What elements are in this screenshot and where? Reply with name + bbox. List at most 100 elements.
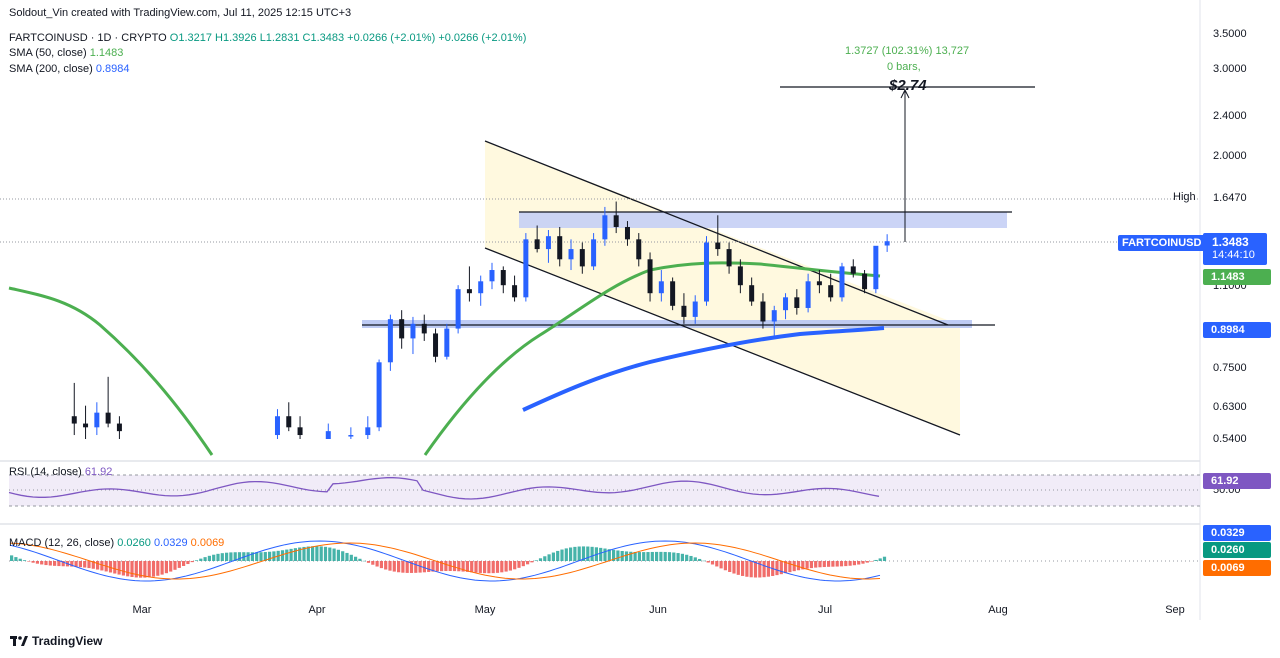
candle[interactable] bbox=[591, 233, 597, 271]
candle[interactable] bbox=[286, 402, 292, 432]
rsi-line[interactable] bbox=[8, 477, 880, 500]
candle[interactable] bbox=[873, 245, 879, 294]
tradingview-logo[interactable]: TradingView bbox=[10, 634, 102, 648]
sma50-legend[interactable]: SMA (50, close) 1.1483 bbox=[9, 46, 123, 60]
candle[interactable] bbox=[579, 242, 585, 274]
macd-legend[interactable]: MACD (12, 26, close) 0.0260 0.0329 0.006… bbox=[9, 536, 224, 550]
candle[interactable] bbox=[794, 289, 800, 315]
ticker-name-badge[interactable]: FARTCOINUSD bbox=[1118, 235, 1206, 251]
candle[interactable] bbox=[760, 293, 766, 329]
candle[interactable] bbox=[602, 206, 608, 246]
sma-50-path bbox=[8, 261, 881, 456]
candle[interactable] bbox=[545, 230, 551, 263]
candle[interactable] bbox=[421, 314, 427, 341]
candle-body bbox=[489, 270, 495, 282]
candle[interactable] bbox=[805, 273, 811, 313]
resistance-zone[interactable] bbox=[519, 212, 1007, 228]
last-price-badge[interactable]: 1.3483 14:44:10 bbox=[1203, 233, 1267, 265]
macd-histogram[interactable] bbox=[10, 546, 887, 578]
candle[interactable] bbox=[348, 427, 354, 439]
candle[interactable] bbox=[839, 262, 845, 302]
time-tick: Aug bbox=[988, 604, 1008, 616]
candle[interactable] bbox=[636, 233, 642, 267]
candle[interactable] bbox=[862, 270, 868, 294]
candle[interactable] bbox=[749, 277, 755, 306]
macd-hist-bar bbox=[117, 561, 121, 575]
candle-body bbox=[365, 427, 371, 436]
channel-lower-line[interactable] bbox=[484, 247, 961, 436]
candle[interactable] bbox=[512, 275, 518, 302]
macd-hist-bar bbox=[427, 561, 431, 572]
candles[interactable] bbox=[71, 201, 890, 439]
candle[interactable] bbox=[433, 328, 439, 363]
candle[interactable] bbox=[884, 234, 890, 252]
candle[interactable] bbox=[771, 305, 777, 339]
candle[interactable] bbox=[478, 275, 484, 306]
macd-hist-bar bbox=[18, 558, 22, 561]
candle[interactable] bbox=[444, 323, 450, 360]
candle[interactable] bbox=[455, 285, 461, 334]
candle[interactable] bbox=[624, 221, 630, 246]
macd-hist-bar bbox=[457, 561, 461, 572]
macd-hist-bar bbox=[207, 555, 211, 561]
sma-200-line[interactable] bbox=[522, 326, 885, 412]
sma-50-line[interactable] bbox=[8, 261, 881, 456]
symbol-legend[interactable]: FARTCOINUSD · 1D · CRYPTO O1.3217 H1.392… bbox=[9, 31, 526, 45]
macd-legend-hist: 0.0069 bbox=[190, 537, 225, 549]
macd-hist-bar bbox=[22, 560, 27, 561]
macd-hist-bar bbox=[857, 561, 861, 565]
channel-upper-line[interactable] bbox=[484, 140, 949, 326]
candle[interactable] bbox=[704, 236, 709, 306]
candle[interactable] bbox=[568, 239, 574, 271]
candle[interactable] bbox=[828, 273, 834, 302]
candle[interactable] bbox=[325, 423, 331, 439]
candle[interactable] bbox=[816, 270, 822, 294]
candle[interactable] bbox=[850, 259, 856, 278]
candle[interactable] bbox=[365, 416, 371, 439]
candle[interactable] bbox=[376, 359, 382, 432]
candle[interactable] bbox=[692, 295, 698, 324]
candle[interactable] bbox=[83, 405, 89, 439]
candle[interactable] bbox=[71, 382, 77, 436]
candle[interactable] bbox=[489, 262, 495, 290]
candle-body bbox=[83, 423, 89, 428]
candle[interactable] bbox=[534, 225, 540, 253]
sma200-legend[interactable]: SMA (200, close) 0.8984 bbox=[9, 62, 129, 76]
macd-hist-bar bbox=[87, 561, 91, 569]
macd-hist-bar bbox=[280, 550, 285, 561]
macd-hist-bar bbox=[736, 561, 740, 575]
candle[interactable] bbox=[647, 252, 653, 302]
projection-bars: 0 bars, bbox=[887, 61, 921, 73]
macd-hist-bar bbox=[40, 561, 44, 565]
candle[interactable] bbox=[613, 201, 619, 234]
support-zone[interactable] bbox=[362, 320, 972, 328]
candle[interactable] bbox=[500, 266, 506, 294]
candle[interactable] bbox=[274, 409, 280, 439]
candle[interactable] bbox=[466, 266, 472, 302]
candle[interactable] bbox=[410, 316, 416, 355]
candle[interactable] bbox=[557, 226, 563, 267]
macd-hist-bar bbox=[216, 553, 220, 561]
sma-200-path bbox=[522, 326, 885, 412]
candle[interactable] bbox=[399, 310, 405, 349]
candle[interactable] bbox=[715, 215, 721, 256]
macd-lines[interactable] bbox=[9, 540, 881, 582]
candle[interactable] bbox=[297, 416, 303, 439]
candle[interactable] bbox=[387, 314, 393, 371]
macd-hist-bar bbox=[564, 548, 568, 561]
candle[interactable] bbox=[681, 293, 687, 324]
macd-hist-bar bbox=[667, 552, 672, 561]
candle[interactable] bbox=[737, 259, 743, 294]
candle[interactable] bbox=[670, 277, 676, 311]
candle[interactable] bbox=[94, 402, 100, 436]
macd-hist-bar bbox=[61, 561, 65, 567]
candle[interactable] bbox=[726, 242, 732, 274]
candle[interactable] bbox=[783, 293, 789, 320]
candle[interactable] bbox=[523, 233, 529, 302]
candle[interactable] bbox=[105, 376, 111, 428]
candle[interactable] bbox=[658, 270, 664, 302]
candle[interactable] bbox=[116, 416, 122, 439]
candle-body bbox=[794, 297, 800, 308]
rsi-legend[interactable]: RSI (14, close) 61.92 bbox=[9, 465, 112, 479]
